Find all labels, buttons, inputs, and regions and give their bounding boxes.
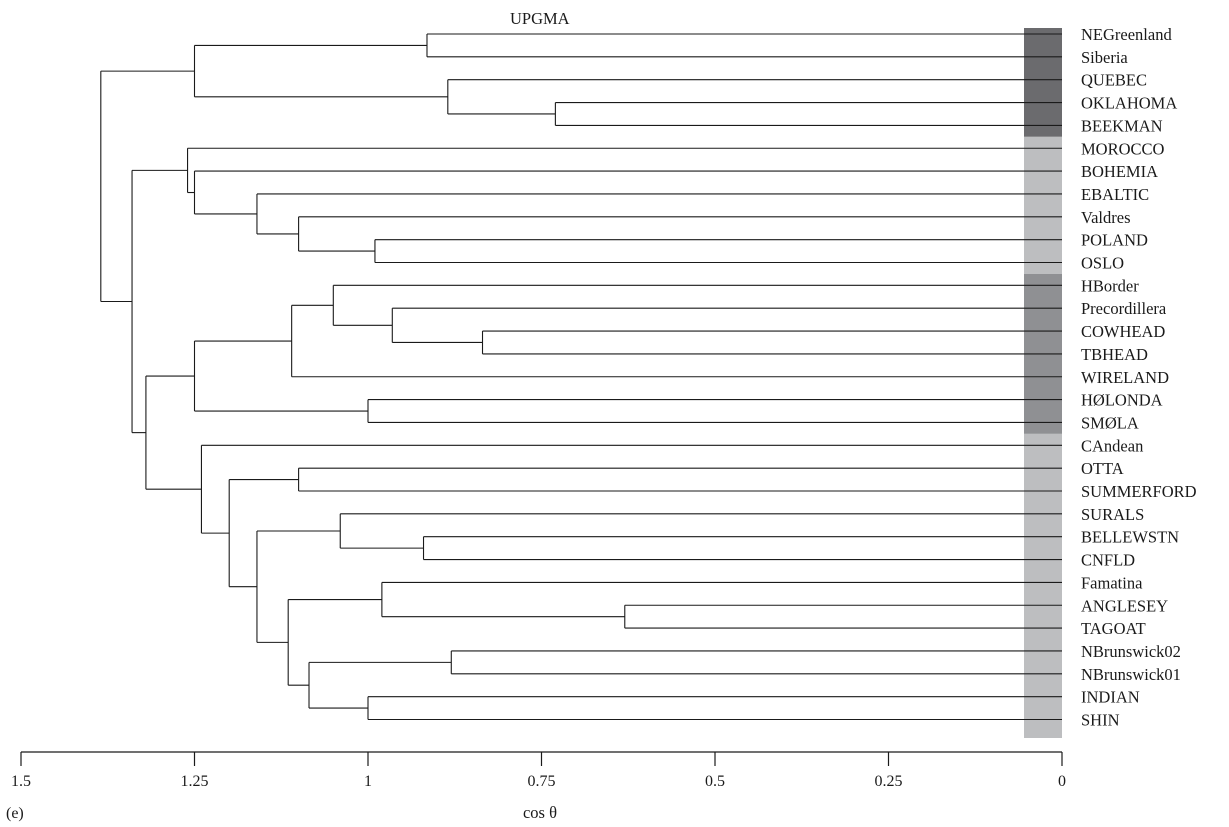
dendrogram-branches [100,33,1062,721]
figure-title: UPGMA [510,9,570,28]
leaf-label: SMØLA [1081,413,1139,432]
leaf-label: Siberia [1081,48,1128,67]
leaf-label: WIRELAND [1081,368,1169,387]
group-bands [1024,28,1062,738]
leaf-label: CNFLD [1081,551,1135,570]
leaf-label: QUEBEC [1081,71,1147,90]
panel-label: (e) [6,805,24,822]
x-tick-label: 0.25 [875,773,903,790]
leaf-label: NBrunswick01 [1081,665,1181,684]
leaf-label: CAndean [1081,436,1143,455]
x-tick-label: 0.75 [528,773,556,790]
leaf-label: INDIAN [1081,688,1140,707]
group-band [1024,433,1062,738]
leaf-label: BOHEMIA [1081,162,1158,181]
x-axis-label: cos θ [523,803,557,822]
leaf-label: EBALTIC [1081,185,1149,204]
leaf-label: ANGLESEY [1081,596,1168,615]
leaf-label: BELLEWSTN [1081,528,1179,547]
leaf-label: OKLAHOMA [1081,94,1177,113]
x-axis: 1.5 1.25 1 0.75 0.5 0.25 0 [11,751,1066,790]
leaf-label: HBorder [1081,276,1139,295]
leaf-label: COWHEAD [1081,322,1165,341]
leaf-label: SHIN [1081,711,1120,730]
leaf-label: SURALS [1081,505,1144,524]
leaf-label: OTTA [1081,459,1124,478]
leaf-label: Precordillera [1081,299,1167,318]
leaf-label: POLAND [1081,231,1148,250]
leaf-label: NBrunswick02 [1081,642,1181,661]
x-tick-label: 1 [364,773,372,790]
leaf-label: Famatina [1081,573,1143,592]
group-band [1024,136,1062,274]
leaf-label: MOROCCO [1081,139,1165,158]
group-band [1024,28,1062,137]
leaf-label: Valdres [1081,208,1130,227]
leaf-label: TAGOAT [1081,619,1146,638]
x-tick-label: 0.5 [705,773,725,790]
x-tick-label: 1.5 [11,773,31,790]
leaf-label: NEGreenland [1081,25,1172,44]
leaf-label: BEEKMAN [1081,116,1163,135]
leaf-label: SUMMERFORD [1081,482,1197,501]
leaf-label: HØLONDA [1081,391,1163,410]
x-tick-label: 0 [1058,773,1066,790]
x-tick-label: 1.25 [181,773,209,790]
leaf-label: TBHEAD [1081,345,1148,364]
leaf-labels: NEGreenland Siberia QUEBEC OKLAHOMA BEEKMAN M… [1081,25,1197,730]
leaf-label: OSLO [1081,254,1124,273]
